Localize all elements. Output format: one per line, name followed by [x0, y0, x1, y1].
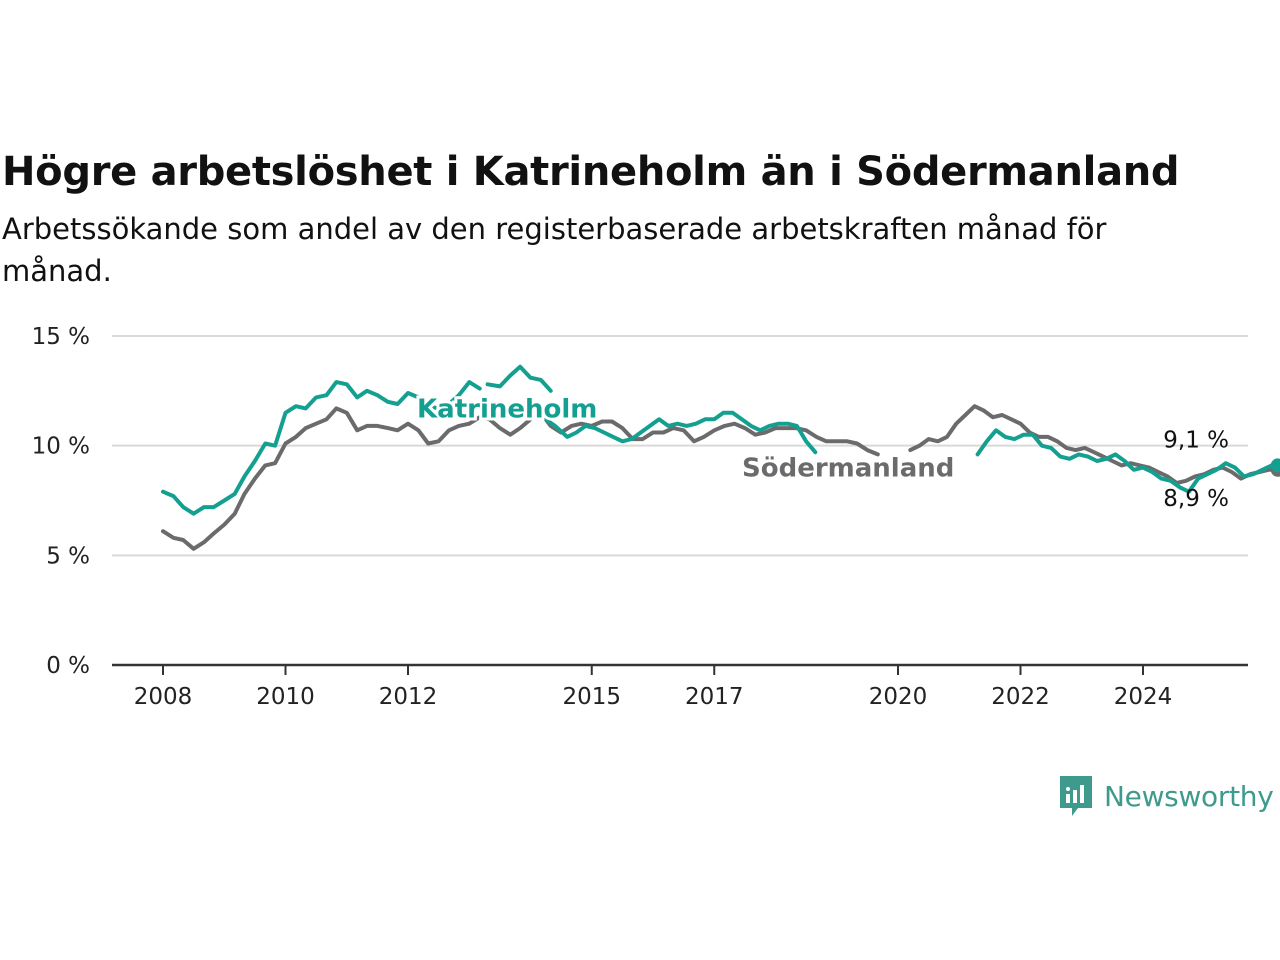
series-label-sodermanland: Södermanland	[742, 454, 954, 484]
y-tick-label: 0 %	[46, 653, 90, 679]
chart-title: Högre arbetslöshet i Katrineholm än i Sö…	[2, 149, 1180, 195]
x-tick-label: 2020	[869, 684, 928, 710]
y-tick-label: 15 %	[32, 324, 90, 350]
x-tick-label: 2010	[256, 684, 315, 710]
series-line-katrineholm	[485, 364, 553, 393]
chart-subtitle: Arbetssökande som andel av den registerb…	[2, 212, 1107, 288]
end-label-katrineholm: 9,1 %	[1163, 427, 1229, 453]
x-tick-label: 2024	[1114, 684, 1173, 710]
series-line-sodermanland	[161, 406, 880, 551]
newsworthy-logo[interactable]: Newsworthy	[1058, 772, 1274, 820]
series-line-katrineholm	[975, 428, 1280, 494]
series-label-katrineholm: Katrineholm	[417, 394, 597, 424]
y-tick-label: 10 %	[32, 434, 90, 460]
end-label-sodermanland: 8,9 %	[1163, 486, 1229, 512]
line-chart: 0 %5 %10 %15 % 2008 2010 2012 2015 2017 2020 2…	[32, 324, 1280, 710]
x-tick-label: 2008	[134, 684, 193, 710]
newsworthy-icon	[1060, 776, 1092, 816]
gridlines	[112, 335, 1248, 557]
x-tick-label: 2022	[991, 684, 1050, 710]
series-labels: Katrineholm Södermanland 9,1 % 8,9 %	[414, 391, 1229, 512]
series-line-katrineholm	[161, 380, 482, 516]
y-axis-ticks: 0 % 5 % 10 % 15 %	[32, 324, 90, 679]
x-tick-label: 2015	[562, 684, 621, 710]
series-line-katrineholm	[540, 410, 818, 455]
x-tick-label: 2012	[379, 684, 438, 710]
x-tick-label: 2017	[685, 684, 744, 710]
x-axis-ticks: 2008 2010 2012 2015 2017 2020 2022 2024	[112, 663, 1248, 710]
end-point-katrineholm	[1270, 458, 1280, 473]
brand-name: Newsworthy	[1104, 779, 1274, 813]
series-lines	[161, 364, 1280, 551]
y-tick-label: 5 %	[46, 543, 90, 569]
